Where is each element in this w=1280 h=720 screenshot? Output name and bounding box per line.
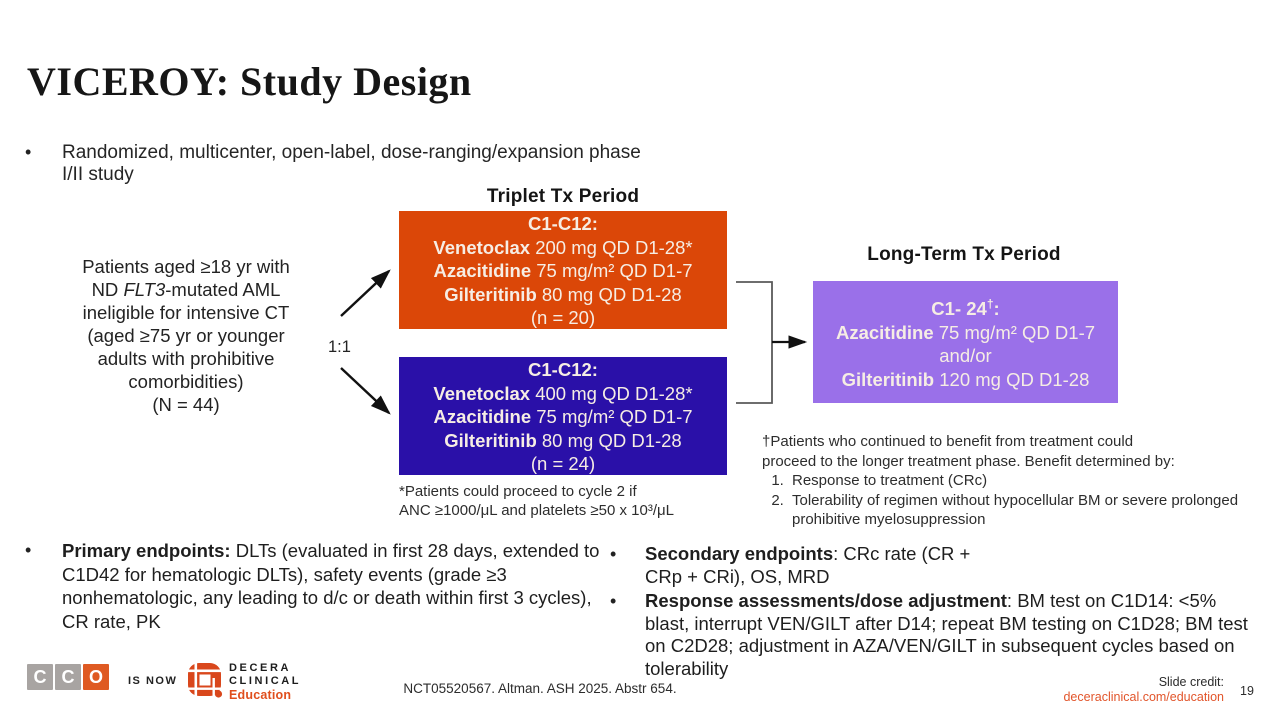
arm1-n-count: (n = 20)	[530, 307, 596, 328]
citation-text: NCT05520567. Altman. ASH 2025. Abstr 654…	[403, 681, 677, 696]
arm2-triplet-box: C1-C12: Venetoclax 400 mg QD D1-28* Azac…	[399, 357, 727, 475]
population-n-count: (N = 44)	[152, 394, 220, 415]
dagger-footnote-item: Response to treatment (CRc)	[788, 471, 1244, 491]
cco-logo-letter: C	[27, 664, 53, 690]
population-line: (aged ≥75 yr or younger	[87, 325, 285, 346]
arm2-drug-line: Azacitidine 75 mg/m² QD D1-7	[433, 406, 693, 427]
slide-credit: Slide credit: deceraclinical.com/educati…	[1020, 675, 1224, 704]
cco-logo-letter: C	[55, 664, 81, 690]
longterm-andor-text: and/or	[939, 345, 992, 367]
primary-endpoints-text: Primary endpoints: DLTs (evaluated in fi…	[62, 540, 600, 632]
response-assessments-bullet: • Response assessments/dose adjustment: …	[610, 590, 1260, 680]
longterm-period-header: Long-Term Tx Period	[867, 244, 1061, 265]
flt3-gene-label: FLT3	[123, 279, 166, 300]
bullet-icon: •	[25, 540, 32, 560]
randomization-ratio-label: 1:1	[328, 338, 351, 356]
dagger-footnote-line: †Patients who continued to benefit from …	[762, 433, 1134, 450]
population-line: ND FLT3-mutated AML	[36, 278, 336, 301]
arrow-to-arm2	[340, 367, 391, 415]
dagger-footnote-line: proceed to the longer treatment phase. B…	[762, 452, 1175, 470]
arrow-to-arm1	[340, 269, 391, 317]
slide-credit-link[interactable]: deceraclinical.com/education	[1063, 689, 1224, 704]
page-title: VICEROY: Study Design	[27, 59, 472, 104]
arm2-drug-line: Venetoclax 400 mg QD D1-28*	[433, 382, 693, 404]
dagger-footnote: †Patients who continued to benefit from …	[762, 432, 1244, 530]
slide-credit-label: Slide credit:	[1158, 675, 1224, 689]
bullet-icon: •	[25, 142, 32, 162]
longterm-drug-line: Azacitidine 75 mg/m² QD D1-7	[835, 321, 1096, 343]
decera-logo-icon	[185, 660, 225, 700]
merge-bracket	[736, 281, 773, 404]
page-number: 19	[1240, 684, 1254, 698]
bullet-icon: •	[610, 544, 617, 564]
population-line: adults with prohibitive	[97, 348, 275, 369]
patient-population-text: Patients aged ≥18 yr with ND FLT3-mutate…	[36, 255, 336, 416]
dagger-footnote-item: Tolerability of regimen without hypocell…	[788, 491, 1244, 530]
arm1-drug-line: Venetoclax 200 mg QD D1-28*	[433, 236, 693, 258]
asterisk-footnote-line: *Patients could proceed to cycle 2 if	[399, 483, 637, 500]
arm1-drug-line: Azacitidine 75 mg/m² QD D1-7	[433, 260, 693, 281]
decera-wordmark-line: CLINICAL	[229, 675, 302, 687]
population-line: ineligible for intensive CT	[82, 302, 290, 323]
bullet-icon: •	[610, 591, 617, 611]
longterm-drug-line: Gilteritinib 120 mg QD D1-28	[841, 368, 1090, 390]
primary-endpoints-bullet: • Primary endpoints: DLTs (evaluated in …	[25, 539, 610, 633]
decera-education-label: Education	[229, 688, 292, 702]
arm2-n-count: (n = 24)	[530, 453, 596, 474]
asterisk-footnote: *Patients could proceed to cycle 2 if AN…	[399, 483, 729, 520]
asterisk-footnote-line: ANC ≥1000/μL and platelets ≥50 x 10³/μL	[399, 501, 675, 519]
dagger-footnote-list: Response to treatment (CRc) Tolerability…	[762, 471, 1244, 530]
population-line: Patients aged ≥18 yr with	[82, 256, 290, 277]
secondary-endpoints-text: Secondary endpoints: CRc rate (CR + CRp +…	[645, 543, 971, 587]
arm1-drug-line: Gilteritinib 80 mg QD D1-28	[444, 283, 682, 305]
population-text: ND	[91, 279, 124, 300]
cco-logo: C C O	[27, 664, 109, 690]
triplet-period-header: Triplet Tx Period	[486, 186, 640, 207]
arm2-drug-line: Gilteritinib 80 mg QD D1-28	[444, 429, 682, 451]
population-line: comorbidities)	[128, 371, 244, 392]
decera-logo-text: DECERA CLINICAL Education	[229, 662, 301, 702]
secondary-endpoints-section: • Secondary endpoints: CRc rate (CR + CRp…	[610, 543, 1260, 680]
decera-wordmark-line: DECERA	[229, 662, 292, 674]
population-text: -mutated AML	[165, 279, 281, 300]
secondary-endpoints-bullet: • Secondary endpoints: CRc rate (CR + CRp…	[610, 543, 1260, 588]
longterm-cycle-title: C1- 24†:	[931, 297, 1000, 320]
intro-bullet: • Randomized, multicenter, open-label, d…	[25, 142, 665, 186]
response-assessments-text: Response assessments/dose adjustment: BM…	[645, 590, 1248, 679]
intro-bullet-text: Randomized, multicenter, open-label, dos…	[62, 142, 641, 185]
longterm-treatment-box: C1- 24†: Azacitidine 75 mg/m² QD D1-7 an…	[813, 281, 1118, 403]
arm1-triplet-box: C1-C12: Venetoclax 200 mg QD D1-28* Azac…	[399, 211, 727, 329]
is-now-label: IS NOW	[128, 675, 178, 687]
arm1-cycle-title: C1-C12:	[528, 213, 598, 234]
arm2-cycle-title: C1-C12:	[528, 359, 598, 380]
cco-logo-letter: O	[83, 664, 109, 690]
